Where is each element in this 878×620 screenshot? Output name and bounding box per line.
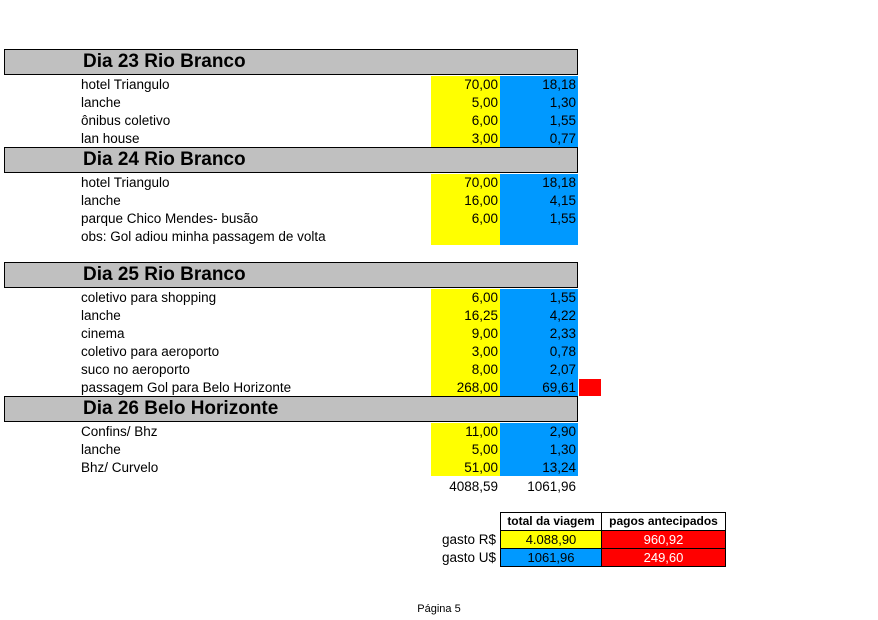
brl-value [431, 228, 500, 245]
item-label: lanche [81, 95, 121, 110]
total-brl: 4088,59 [449, 479, 498, 494]
day-header: Dia 23 Rio Branco [4, 49, 578, 75]
brl-value: 5,00 [431, 94, 500, 112]
brl-value: 6,00 [431, 112, 500, 130]
summary-header-paid: pagos antecipados [602, 513, 726, 531]
item-label: hotel Triangulo [81, 175, 170, 190]
item-label: coletivo para aeroporto [81, 344, 220, 359]
item-note: obs: Gol adiou minha passagem de volta [81, 229, 326, 244]
item-label: lan house [81, 131, 140, 146]
summary-usd-total: 1061,96 [501, 549, 602, 567]
item-label: passagem Gol para Belo Horizonte [81, 380, 292, 395]
item-label: suco no aeroporto [81, 362, 190, 377]
item-label: coletivo para shopping [81, 290, 217, 305]
usd-value: 1,55 [500, 289, 578, 307]
item-label: ônibus coletivo [81, 113, 171, 128]
day-header: Dia 26 Belo Horizonte [4, 396, 578, 422]
brl-value: 51,00 [431, 459, 500, 476]
brl-value: 6,00 [431, 289, 500, 307]
day-header: Dia 25 Rio Branco [4, 262, 578, 288]
item-label: parque Chico Mendes- busão [81, 211, 259, 226]
usd-value: 1,55 [500, 112, 578, 130]
usd-value: 4,15 [500, 192, 578, 210]
usd-value: 1,30 [500, 94, 578, 112]
usd-value [500, 228, 578, 245]
summary-row-label-usd: gasto U$ [441, 550, 496, 565]
usd-value: 2,07 [500, 361, 578, 379]
summary-usd-paid: 249,60 [602, 549, 726, 567]
day-header: Dia 24 Rio Branco [4, 147, 578, 173]
summary-table: total da viagem pagos antecipados 4.088,… [500, 512, 726, 567]
brl-value: 70,00 [431, 76, 500, 94]
summary-header-total: total da viagem [501, 513, 602, 531]
item-label: Bhz/ Curvelo [81, 460, 159, 475]
brl-value: 8,00 [431, 361, 500, 379]
item-label: Confins/ Bhz [81, 424, 158, 439]
brl-value: 268,00 [431, 379, 500, 396]
usd-value: 1,30 [500, 441, 578, 459]
usd-value: 1,55 [500, 210, 578, 228]
brl-value: 3,00 [431, 130, 500, 147]
page-number: Página 5 [417, 603, 461, 615]
brl-value: 11,00 [431, 423, 500, 441]
summary-brl-paid: 960,92 [602, 531, 726, 549]
brl-value: 5,00 [431, 441, 500, 459]
item-label: lanche [81, 193, 121, 208]
usd-value: 4,22 [500, 307, 578, 325]
usd-value: 18,18 [500, 174, 578, 192]
usd-value: 18,18 [500, 76, 578, 94]
usd-value: 2,33 [500, 325, 578, 343]
usd-value: 0,78 [500, 343, 578, 361]
usd-value: 13,24 [500, 459, 578, 476]
item-label: lanche [81, 308, 121, 323]
paid-marker [579, 379, 601, 396]
summary-brl-total: 4.088,90 [501, 531, 602, 549]
summary-row-label-brl: gasto R$ [441, 532, 496, 547]
item-label: hotel Triangulo [81, 77, 170, 92]
usd-value: 0,77 [500, 130, 578, 147]
brl-value: 16,00 [431, 192, 500, 210]
total-usd: 1061,96 [527, 479, 576, 494]
item-label: lanche [81, 442, 121, 457]
brl-value: 70,00 [431, 174, 500, 192]
brl-value: 16,25 [431, 307, 500, 325]
brl-value: 3,00 [431, 343, 500, 361]
item-label: cinema [81, 326, 125, 341]
brl-value: 9,00 [431, 325, 500, 343]
brl-value: 6,00 [431, 210, 500, 228]
usd-value: 2,90 [500, 423, 578, 441]
usd-value: 69,61 [500, 379, 578, 396]
